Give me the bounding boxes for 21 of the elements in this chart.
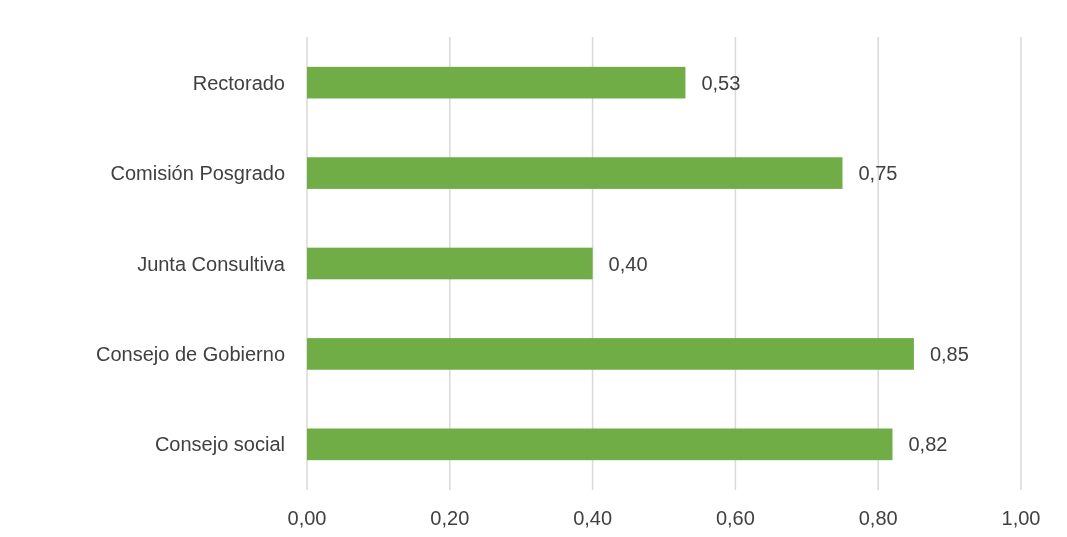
bar <box>307 157 843 189</box>
bar <box>307 428 893 461</box>
data-label: 0,85 <box>929 342 969 365</box>
data-label: 0,40 <box>608 252 648 275</box>
x-tick-label: 0,00 <box>287 507 327 529</box>
y-tick-label: Comisión Posgrado <box>110 162 285 185</box>
data-label: 0,82 <box>908 433 948 456</box>
y-tick-label: Consejo social <box>154 433 285 456</box>
bar <box>307 66 686 99</box>
data-label: 0,75 <box>858 162 898 185</box>
x-tick-label: 0,40 <box>573 507 613 529</box>
x-tick-label: 1,00 <box>1001 507 1041 529</box>
bar <box>307 247 593 280</box>
bar <box>307 338 914 370</box>
y-tick-label: Consejo de Gobierno <box>95 342 285 365</box>
x-tick-label: 0,60 <box>715 507 755 529</box>
y-tick-label: Rectorado <box>192 71 285 94</box>
x-tick-label: 0,20 <box>430 507 470 529</box>
y-tick-label: Junta Consultiva <box>137 252 286 275</box>
x-tick-label: 0,80 <box>858 507 898 529</box>
data-label: 0,53 <box>701 71 741 94</box>
